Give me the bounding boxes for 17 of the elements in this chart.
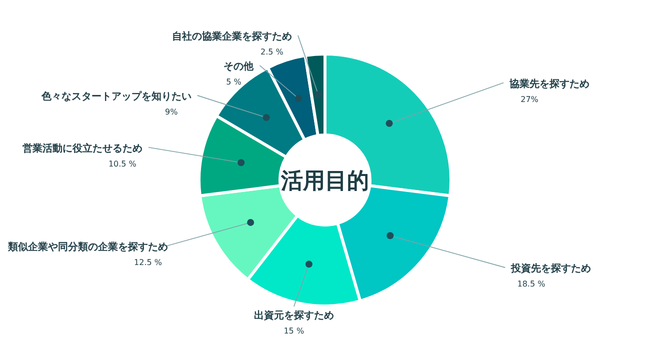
data-label: 18.5 % [517, 280, 546, 289]
slice-label: その他 [224, 60, 255, 72]
data-label: 27% [520, 94, 539, 104]
data-label: 5 % [226, 77, 242, 86]
slice-label: 自社の協業企業を探すため [172, 30, 292, 42]
slice-label: 協業先を探すため [508, 78, 590, 90]
data-label: 12.5 % [134, 258, 162, 267]
text: 活用目的 [280, 169, 369, 194]
slice-label: 投資先を探すため [510, 262, 592, 275]
slice-label: 色々なスタートアップを知りたい [40, 90, 192, 102]
data-label: 9% [165, 107, 178, 116]
slice-label: 出資元を探すため [254, 310, 334, 322]
data-label: 15 % [284, 326, 304, 336]
data-label: 2.5 % [260, 47, 284, 56]
data-label: 10.5 % [108, 159, 137, 168]
slice-label: 類似企業や同分類の企業を探すため [7, 240, 168, 253]
slice-label: 営業活動に役立たせるため [22, 142, 142, 154]
